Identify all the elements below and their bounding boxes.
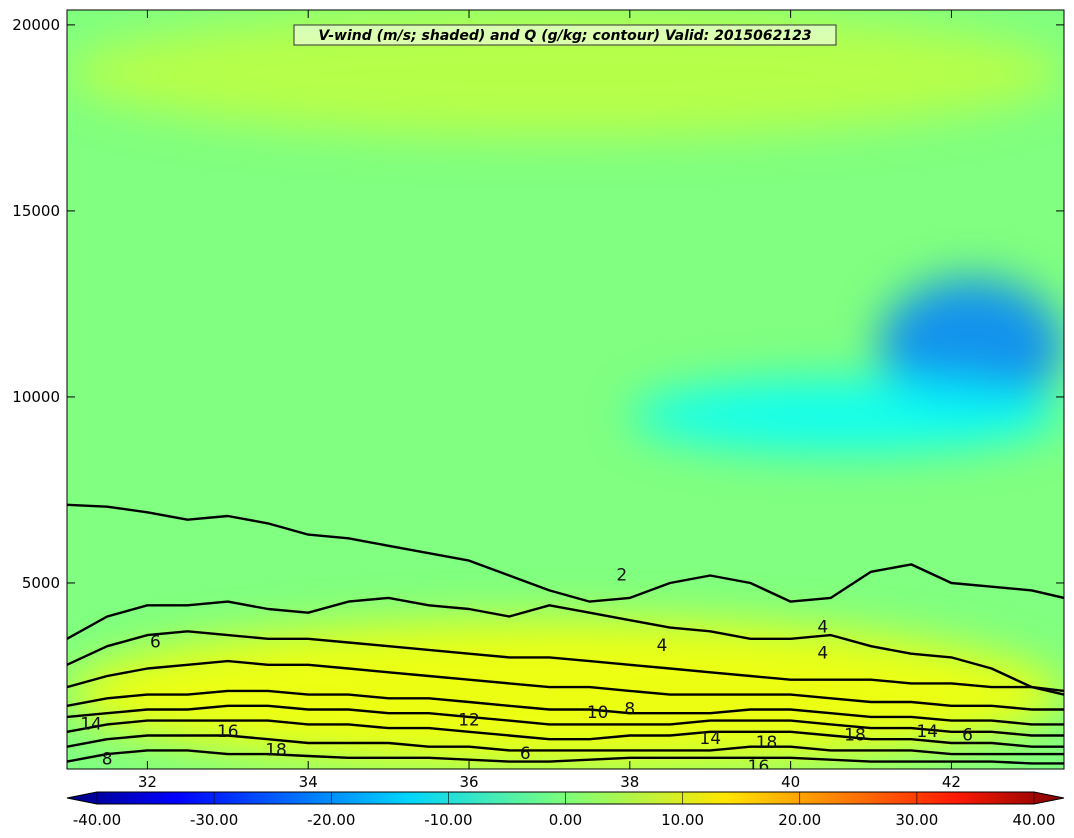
contour-label: 18 (844, 726, 866, 746)
y-tick-label: 10000 (12, 388, 60, 406)
y-tick-label: 5000 (22, 574, 60, 592)
contour-label: 8 (102, 750, 113, 770)
shaded-feature-2 (67, 620, 1064, 769)
contour-label: 16 (217, 722, 239, 742)
contour-label: 10 (587, 703, 609, 723)
contour-line-16 (67, 734, 1064, 756)
plot-area: 2 4 4 4 6 6 6 8 8 10 12 14 14 14 16 16 18 18 18 (66, 9, 1065, 777)
colorbar-tick-label: 40.00 (1013, 811, 1056, 829)
shaded-feature-1 (629, 378, 1064, 453)
contour-line-10 (67, 689, 1064, 726)
contour-label: 18 (265, 740, 287, 760)
y-axis: 5000 10000 15000 20000 (12, 16, 1064, 592)
contour-label: 2 (616, 566, 627, 586)
contour-label: 14 (916, 722, 938, 742)
contour-label: 4 (817, 644, 828, 664)
contour-line-14 (67, 719, 1064, 748)
contour-lines (67, 503, 1064, 765)
chart-title: V-wind (m/s; shaded) and Q (g/kg; contou… (318, 28, 811, 44)
x-tick-label: 38 (620, 773, 639, 791)
colorbar-ticks: -40.00 -30.00 -20.00 -10.00 0.00 10.00 20.00 30… (73, 792, 1056, 829)
contour-label: 4 (817, 618, 828, 638)
colorbar-tick-label: -20.00 (307, 811, 355, 829)
contour-label: 6 (150, 633, 161, 653)
contour-label: 18 (756, 733, 778, 753)
contour-line-4 (67, 596, 1064, 696)
x-axis: 32 34 36 38 40 42 (138, 10, 961, 791)
x-tick-label: 40 (781, 773, 800, 791)
y-tick-label: 20000 (12, 16, 60, 34)
contour-label: 8 (624, 699, 635, 719)
contour-label: 4 (657, 636, 668, 656)
y-tick-label: 15000 (12, 202, 60, 220)
colorbar: -40.00 -30.00 -20.00 -10.00 0.00 10.00 20.00 30… (66, 791, 1065, 829)
contour-label: 14 (699, 729, 721, 749)
x-tick-label: 34 (299, 773, 318, 791)
contour-line-6 (67, 630, 1064, 693)
colorbar-tick-label: 20.00 (778, 811, 821, 829)
contour-label: 12 (458, 711, 480, 731)
x-tick-label: 32 (138, 773, 157, 791)
contour-line-2 (67, 503, 1064, 603)
colorbar-tick-label: 10.00 (661, 811, 704, 829)
colorbar-tick-label: -40.00 (73, 811, 121, 829)
contour-line-12 (67, 704, 1064, 737)
chart-title-box: V-wind (m/s; shaded) and Q (g/kg; contou… (293, 24, 837, 46)
x-tick-label: 36 (459, 773, 478, 791)
contour-labels: 2 4 4 4 6 6 6 8 8 10 12 14 14 14 16 16 18 18 18 (80, 566, 973, 777)
colorbar-tick-label: -30.00 (190, 811, 238, 829)
contour-line-8 (67, 659, 1064, 711)
contour-label: 14 (80, 714, 102, 734)
contour-label: 16 (748, 757, 770, 777)
contour-label: 6 (962, 726, 973, 746)
colorbar-tick-label: 30.00 (895, 811, 938, 829)
contour-label: 6 (520, 744, 531, 764)
colorbar-tick-label: -10.00 (424, 811, 472, 829)
colorbar-tick-label: 0.00 (549, 811, 582, 829)
x-tick-label: 42 (942, 773, 961, 791)
contour-line-18 (67, 749, 1064, 765)
plot-frame (66, 9, 1065, 770)
